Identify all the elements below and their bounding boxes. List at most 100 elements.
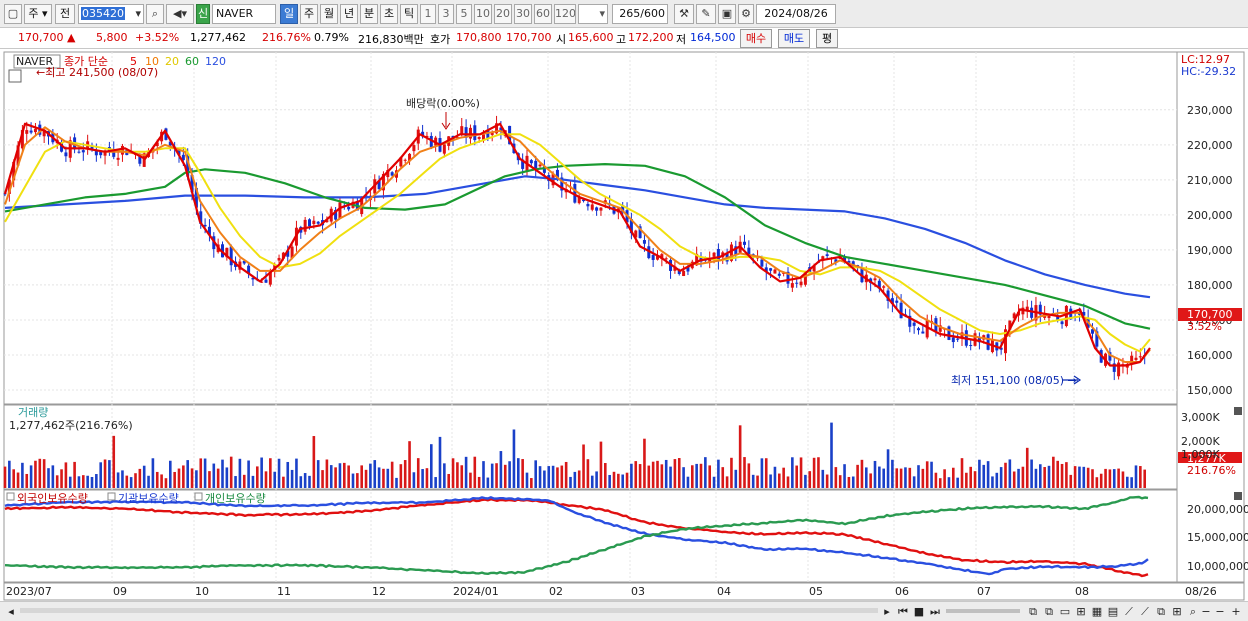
- volume-bar: [269, 458, 272, 488]
- volume-bar: [791, 457, 794, 488]
- volume-bar: [625, 472, 629, 488]
- interval-5[interactable]: 5: [456, 4, 472, 24]
- high-price: 172,200: [628, 31, 674, 44]
- volume-bar: [1025, 447, 1029, 488]
- period-tick[interactable]: 틱: [400, 4, 418, 24]
- tool-icon-1[interactable]: ⧉: [1029, 605, 1037, 618]
- institution-legend-box[interactable]: [107, 492, 116, 501]
- candle-body: [925, 320, 929, 338]
- custom-interval-select[interactable]: ▾: [578, 4, 608, 24]
- stop-icon[interactable]: ■: [913, 605, 925, 618]
- interval-20[interactable]: 20: [494, 4, 512, 24]
- speaker-icon[interactable]: ◀▾: [166, 4, 194, 24]
- candle-body: [803, 271, 807, 285]
- speed-slider[interactable]: [946, 609, 1020, 613]
- tool-icon-8[interactable]: ⊞: [1172, 605, 1182, 618]
- interval-30[interactable]: 30: [514, 4, 532, 24]
- interval-60[interactable]: 60: [534, 4, 552, 24]
- market-select[interactable]: 주 ▾: [24, 4, 52, 24]
- volume-bar: [1034, 468, 1038, 488]
- period-month[interactable]: 월: [320, 4, 338, 24]
- interval-10[interactable]: 10: [474, 4, 492, 24]
- draw-tool-icon[interactable]: ✎: [696, 4, 716, 24]
- candle-body: [1012, 313, 1016, 319]
- volume-bar: [68, 476, 72, 488]
- save-icon[interactable]: ▣: [718, 4, 736, 24]
- period-minute[interactable]: 분: [360, 4, 378, 24]
- lc-label: LC:12.97: [1181, 53, 1230, 66]
- scroll-left-icon[interactable]: ◂: [8, 605, 14, 618]
- tool-icon-4[interactable]: ⊞: [1076, 605, 1086, 618]
- period-day[interactable]: 일: [280, 4, 298, 24]
- holding-panel-close-icon[interactable]: [1234, 492, 1242, 500]
- interval-3[interactable]: 3: [438, 4, 454, 24]
- candle-body: [851, 261, 855, 266]
- candle-body: [1030, 307, 1034, 318]
- sell-button[interactable]: 매도: [778, 29, 810, 48]
- candle-body: [573, 183, 577, 203]
- date-field[interactable]: 2024/08/26: [756, 4, 836, 24]
- interval-1[interactable]: 1: [420, 4, 436, 24]
- volume-bar: [264, 471, 268, 488]
- tool-icon-7[interactable]: ⧉: [1157, 605, 1165, 618]
- period-year[interactable]: 년: [340, 4, 358, 24]
- volume-bar: [851, 476, 855, 488]
- chart-area[interactable]: 230,000 220,000 210,000 200,000 190,000 180,0…: [0, 49, 1248, 601]
- tool-icon-6[interactable]: ▤: [1107, 605, 1119, 618]
- volume-bar: [160, 474, 163, 488]
- tool-icon-5[interactable]: ▦: [1091, 605, 1103, 618]
- rewind-icon[interactable]: ⏮: [898, 605, 908, 618]
- holding-lines: [4, 495, 1149, 578]
- candle-body: [560, 177, 564, 191]
- individual-legend-box[interactable]: [194, 492, 203, 501]
- volume-panel-close-icon[interactable]: [1234, 407, 1242, 415]
- volume-bar: [1069, 474, 1073, 488]
- tool-icon-2[interactable]: ⧉: [1045, 605, 1053, 618]
- candle-body: [1125, 365, 1129, 368]
- window-icon[interactable]: ▢: [4, 4, 22, 24]
- zoom-icon[interactable]: ⌕: [1189, 605, 1197, 618]
- indicator-icon[interactable]: ⚒: [674, 4, 694, 24]
- stock-code-input[interactable]: 035420 ▾: [78, 4, 144, 24]
- volume-bar: [308, 475, 311, 488]
- gear-icon[interactable]: ⚙: [738, 4, 754, 24]
- foreign-legend-box[interactable]: [6, 492, 15, 501]
- forward-icon[interactable]: ⏭: [930, 605, 940, 618]
- minus-icon[interactable]: −: [1215, 605, 1225, 618]
- buy-button[interactable]: 매수: [740, 29, 772, 48]
- volume-bar: [3, 466, 7, 488]
- price-panel[interactable]: [3, 51, 1178, 405]
- ma-lines: [3, 122, 1151, 367]
- volume-bar: [843, 464, 846, 488]
- volume-bar: [369, 463, 372, 488]
- zoom-out-icon[interactable]: −: [1201, 605, 1211, 618]
- chart-table-icon[interactable]: [8, 69, 22, 83]
- period-second[interactable]: 초: [380, 4, 398, 24]
- candle-body: [247, 265, 251, 274]
- current-change-tag-label: 3.52%: [1187, 320, 1222, 333]
- trend-icon-2[interactable]: ⟋: [1141, 605, 1149, 618]
- stock-name-field[interactable]: NAVER: [212, 4, 276, 24]
- scroll-right-icon[interactable]: ▸: [884, 605, 890, 618]
- candle-body: [1130, 355, 1134, 365]
- trend-icon-1[interactable]: ⟋: [1125, 605, 1133, 618]
- scroll-bar[interactable]: ◂ ▸ ⏮ ■ ⏭ ⧉ ⧉ ▭ ⊞ ▦ ▤ ⟋ ⟋ ⧉ ⊞ ⌕ − − +: [0, 601, 1248, 621]
- scroll-track[interactable]: [20, 608, 878, 613]
- tool-icon-3[interactable]: ▭: [1059, 605, 1071, 618]
- ma5-line: [3, 122, 1151, 367]
- search-icon[interactable]: ⌕: [146, 4, 164, 24]
- period-week[interactable]: 주: [300, 4, 318, 24]
- volume-bar: [730, 457, 733, 488]
- volume-bar: [373, 460, 377, 488]
- chart-svg[interactable]: 230,000 220,000 210,000 200,000 190,000 180,0…: [0, 49, 1248, 601]
- evaluate-button[interactable]: 평: [816, 29, 838, 48]
- prev-button[interactable]: 전: [55, 4, 75, 24]
- candle-body: [882, 286, 886, 288]
- stock-legend-box[interactable]: [13, 54, 61, 69]
- bar-count-field[interactable]: 265/600: [612, 4, 668, 24]
- volume-bar: [838, 475, 842, 488]
- candle-body: [773, 269, 777, 274]
- volume-bar: [434, 477, 437, 488]
- interval-120[interactable]: 120: [554, 4, 576, 24]
- zoom-in-icon[interactable]: +: [1231, 605, 1241, 618]
